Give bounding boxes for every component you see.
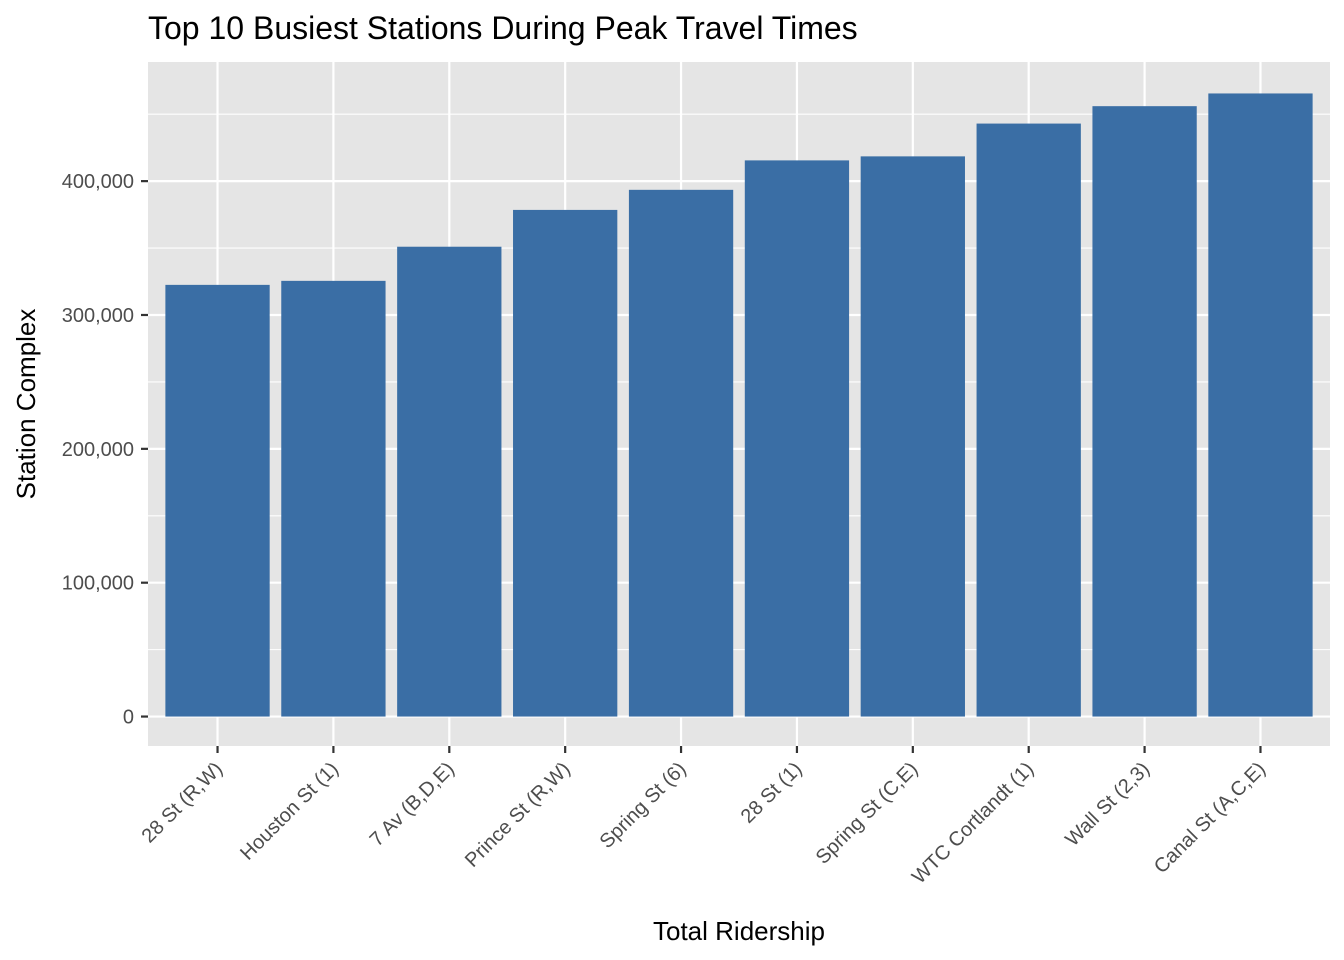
bars [165, 93, 1313, 717]
x-axis: 28 St (R,W) Houston St (1) 7 Av (B,D,E) Pri… [138, 746, 1270, 888]
x-tick-label: Wall St (2,3) [1061, 758, 1154, 851]
x-tick-label: WTC Cortlandt (1) [908, 758, 1038, 888]
bar-5 [744, 160, 850, 717]
bar-7 [976, 123, 1081, 717]
bar-9 [1208, 93, 1313, 717]
bar-0 [165, 284, 270, 717]
bar-3 [513, 209, 618, 717]
y-tick-label: 400,000 [62, 171, 134, 193]
y-tick-label: 100,000 [62, 573, 134, 595]
y-axis-title: Station Complex [11, 309, 41, 500]
y-tick-label: 0 [123, 707, 134, 729]
x-tick-label: 28 St (1) [737, 758, 807, 828]
bar-8 [1092, 106, 1197, 717]
x-tick-label: 7 Av (B,D,E) [366, 758, 459, 851]
y-axis: 0 100,000 200,000 300,000 400,000 [62, 171, 148, 729]
bar-4 [628, 189, 734, 717]
x-tick-label: Houston St (1) [236, 758, 343, 865]
y-tick-label: 300,000 [62, 305, 134, 327]
bar-6 [860, 156, 965, 717]
chart-title: Top 10 Busiest Stations During Peak Trav… [148, 10, 858, 46]
x-tick-label: Prince St (R,W) [461, 758, 575, 872]
bar-1 [281, 280, 386, 717]
y-tick-label: 200,000 [62, 439, 134, 461]
x-tick-label: 28 St (R,W) [138, 758, 227, 847]
bar-2 [397, 246, 502, 717]
x-axis-title: Total Ridership [653, 916, 825, 946]
x-tick-label: Canal St (A,C,E) [1150, 758, 1270, 878]
x-tick-label: Spring St (C,E) [812, 758, 923, 869]
x-tick-label: Spring St (6) [596, 758, 691, 853]
